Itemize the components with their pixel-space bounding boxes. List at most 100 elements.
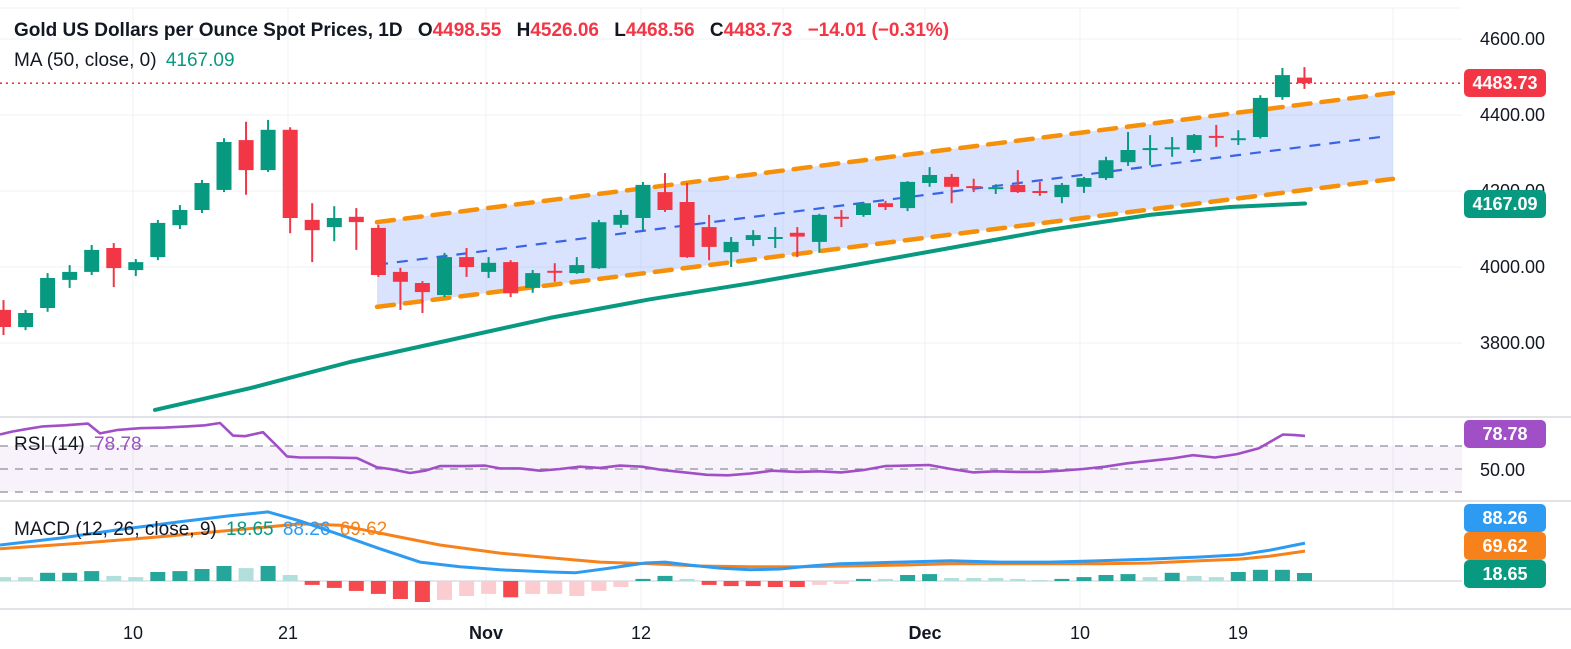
channel-fill <box>377 92 1393 307</box>
macd-histogram-bar <box>194 569 210 581</box>
macd-histogram-bar <box>392 581 408 599</box>
candle-body <box>811 214 827 242</box>
price-axis-label: 4400.00 <box>1480 105 1546 125</box>
time-axis-label: 10 <box>122 623 144 643</box>
candle-body <box>789 232 805 237</box>
price-badge: 4483.73 <box>1464 69 1546 97</box>
macd-histogram-bar <box>18 577 34 581</box>
candle-body <box>1252 97 1268 137</box>
candle-body <box>481 262 497 272</box>
macd-histogram-bar <box>106 575 122 581</box>
macd-histogram-bar <box>635 578 651 581</box>
price-badge: 69.62 <box>1464 532 1546 560</box>
macd-histogram-bar <box>591 581 607 591</box>
macd-histogram-bar <box>988 578 1004 581</box>
time-axis-label: 10 <box>1069 623 1091 643</box>
candle-body <box>922 175 938 183</box>
channel-lower-line <box>374 176 1396 310</box>
macd-histogram-bar <box>238 568 254 581</box>
candle-body <box>547 270 563 273</box>
price-badge: 4167.09 <box>1464 190 1546 218</box>
macd-histogram-bar <box>1274 569 1290 581</box>
candle-body <box>1230 138 1246 141</box>
candle-body <box>128 262 144 271</box>
macd-histogram-bar <box>40 572 56 581</box>
candle-body <box>1164 147 1180 150</box>
macd-histogram-bar <box>1230 572 1246 581</box>
rsi-line <box>0 421 1306 477</box>
candle-body <box>1186 135 1202 150</box>
candle-body <box>304 219 320 231</box>
macd-histogram-bar <box>150 572 166 581</box>
macd-histogram-bar <box>481 581 497 594</box>
macd-histogram-bar <box>1032 580 1048 582</box>
candle-body <box>988 187 1004 190</box>
candle-body <box>348 216 364 223</box>
gridlines <box>0 7 1462 609</box>
candle-body <box>238 140 254 171</box>
candle-body <box>1010 184 1026 193</box>
candle-body <box>900 181 916 209</box>
macd-histogram-bar <box>922 574 938 581</box>
macd-histogram-bar <box>459 581 475 596</box>
time-axis-label: 12 <box>630 623 652 643</box>
macd-histogram-bar <box>0 577 11 581</box>
channel-mid-line <box>376 135 1384 266</box>
candle-body <box>1098 160 1114 179</box>
candle-body <box>503 262 519 294</box>
candle-body <box>1297 77 1312 84</box>
price-badge: 18.65 <box>1464 560 1546 588</box>
price-badge: 78.78 <box>1464 420 1546 448</box>
macd-histogram-bar <box>1054 578 1070 581</box>
macd-histogram-bar <box>370 581 386 594</box>
macd-histogram-bar <box>613 581 629 587</box>
candle-body <box>172 210 188 226</box>
time-axis[interactable]: 10 21 Nov 12 Dec 10 19 <box>0 610 1571 649</box>
candle-body <box>437 257 452 296</box>
macd-histogram-bar <box>878 578 893 581</box>
macd-histogram-bar <box>84 571 100 581</box>
time-axis-label: 21 <box>277 623 299 643</box>
candle-body <box>569 265 585 274</box>
macd-histogram-bar <box>1120 574 1136 581</box>
candle-body <box>525 273 541 288</box>
candle-body <box>459 257 475 267</box>
macd-histogram-bar <box>414 581 430 602</box>
macd-histogram-bar <box>1098 575 1114 581</box>
macd-histogram-bar <box>1252 569 1268 581</box>
macd-histogram-bar <box>172 571 188 581</box>
candle-body <box>260 129 276 171</box>
candle-body <box>679 202 695 258</box>
parallel-channel <box>374 90 1396 310</box>
candle-body <box>40 278 56 308</box>
macd-histogram-bar <box>525 581 541 594</box>
time-axis-label: Nov <box>468 623 504 643</box>
price-axis-label: 3800.00 <box>1480 333 1546 353</box>
candle-body <box>414 283 430 293</box>
candle-body <box>150 222 166 258</box>
macd-histogram-bar <box>216 566 232 581</box>
macd-histogram-bar <box>304 581 320 585</box>
macd-pane <box>0 510 1462 602</box>
time-axis-label: Dec <box>908 623 942 643</box>
candle-body <box>84 249 100 272</box>
candle-body <box>1054 184 1070 198</box>
macd-histogram-bar <box>62 572 78 581</box>
candle-body <box>106 248 122 269</box>
candle-body <box>701 227 717 247</box>
candle-body <box>18 313 34 328</box>
candle-body <box>326 218 342 228</box>
candle-body <box>966 186 982 189</box>
macd-histogram-bar <box>856 578 871 581</box>
candle-body <box>613 214 629 225</box>
macd-histogram-bar <box>833 581 849 584</box>
time-axis-label: 19 <box>1227 623 1249 643</box>
macd-histogram-bar <box>326 581 342 588</box>
candles-series <box>0 67 1312 335</box>
price-axis[interactable]: 4600.004400.004200.004000.003800.0050.00… <box>1462 0 1571 610</box>
macd-histogram-bar <box>128 577 144 581</box>
macd-histogram-bar <box>679 578 695 581</box>
macd-histogram-bar <box>1142 577 1158 581</box>
candle-body <box>282 129 298 218</box>
